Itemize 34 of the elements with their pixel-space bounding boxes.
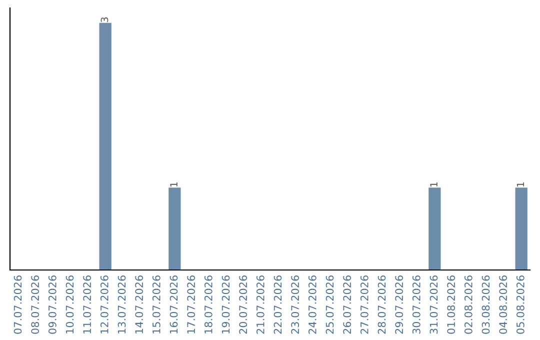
x-tick-label: 27.07.2026 <box>360 276 368 334</box>
x-tick-label: 03.08.2026 <box>482 276 490 334</box>
x-tick-label: 28.07.2026 <box>378 276 386 334</box>
x-tick-label: 12.07.2026 <box>100 276 108 334</box>
data-label: 1 <box>170 182 178 187</box>
x-tick-label: 05.08.2026 <box>516 276 524 334</box>
x-tick-label: 04.08.2026 <box>499 276 508 334</box>
x-tick-label: 10.07.2026 <box>66 276 74 334</box>
x-tick-label: 13.07.2026 <box>118 276 126 334</box>
x-tick-label: 18.07.2026 <box>204 276 212 334</box>
x-tick-label: 15.07.2026 <box>152 276 160 334</box>
x-tick-label: 14.07.2026 <box>135 276 144 334</box>
x-tick-label: 17.07.2026 <box>187 276 196 334</box>
x-tick-label: 25.07.2026 <box>326 276 334 334</box>
x-tick-label: 16.07.2026 <box>170 276 178 334</box>
x-tick-label: 01.08.2026 <box>447 276 456 334</box>
x-tick-label: 29.07.2026 <box>395 276 404 334</box>
x-tick-label: 21.07.2026 <box>256 276 264 334</box>
x-tick-label: 02.08.2026 <box>464 276 472 334</box>
x-tick-label: 22.07.2026 <box>274 276 282 334</box>
x-tick-label: 09.07.2026 <box>48 276 56 334</box>
x-tick-label: 07.07.2026 <box>14 276 22 334</box>
x-tick-label: 19.07.2026 <box>222 276 230 334</box>
x-tick-label: 08.07.2026 <box>31 276 40 334</box>
data-label: 3 <box>100 17 108 22</box>
x-tick-label: 24.07.2026 <box>308 276 316 334</box>
x-tick-label: 31.07.2026 <box>430 276 438 334</box>
x-tick-label: 30.07.2026 <box>412 276 420 334</box>
data-label: 1 <box>516 182 524 187</box>
x-tick-label: 23.07.2026 <box>291 276 300 334</box>
data-label: 1 <box>430 182 438 187</box>
x-tick-label: 26.07.2026 <box>343 276 352 334</box>
x-tick-label: 11.07.2026 <box>83 276 92 334</box>
x-tick-label: 20.07.2026 <box>239 276 248 334</box>
